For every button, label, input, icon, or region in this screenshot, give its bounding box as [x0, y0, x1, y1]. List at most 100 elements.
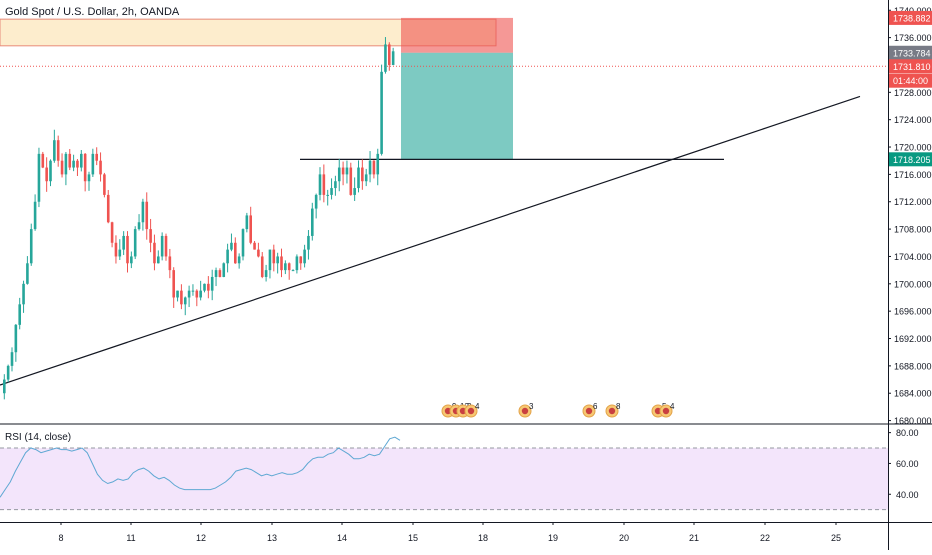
price-tick-label: 1728.000	[894, 88, 932, 98]
candle-body	[45, 167, 48, 182]
candle-body	[176, 290, 179, 298]
candle-body	[53, 140, 56, 161]
event-label: 4	[475, 402, 480, 411]
candle-body	[172, 270, 175, 298]
candle-body	[372, 160, 376, 175]
candle-body	[164, 235, 168, 257]
candle-body	[260, 256, 264, 277]
event-flag-icon-center	[459, 407, 467, 415]
price-label-text: 1731.810	[893, 62, 931, 72]
event-label: 4	[670, 402, 675, 411]
event-flag-icon-center	[662, 407, 670, 415]
candle-body	[295, 256, 299, 271]
candle-body	[83, 153, 87, 182]
candle-body	[26, 263, 29, 284]
candle-body	[341, 167, 345, 175]
time-tick-label: 13	[267, 533, 277, 543]
candle-body	[322, 174, 326, 195]
price-tick-label: 1736.000	[894, 33, 932, 43]
candle-body	[195, 290, 199, 298]
candle-body	[376, 153, 380, 175]
candle-body	[126, 235, 129, 264]
time-tick-label: 22	[760, 533, 770, 543]
ascending-trendline[interactable]	[0, 95, 861, 386]
price-tick-label: 1700.000	[894, 279, 932, 289]
candle-body	[361, 167, 364, 182]
price-tick-label: 1692.000	[894, 334, 932, 344]
candle-body	[299, 256, 303, 264]
candle-body	[264, 270, 268, 277]
rsi-line	[0, 436, 401, 498]
candle-body	[118, 249, 122, 257]
time-tick-label: 11	[126, 533, 135, 543]
event-label: 3	[529, 402, 534, 411]
candle-body	[149, 229, 152, 243]
event-marker[interactable]: 6	[582, 402, 598, 418]
candle-body	[22, 283, 25, 305]
event-flag-icon-center	[585, 407, 593, 415]
candle-body	[187, 290, 191, 298]
candle-body	[210, 276, 214, 291]
take-profit-zone[interactable]	[401, 52, 513, 160]
candle-body	[226, 249, 229, 264]
event-label: 8	[616, 402, 621, 411]
candle-body	[133, 229, 137, 257]
price-label-tag	[889, 59, 932, 74]
time-tick-label: 8	[58, 533, 63, 543]
time-tick-label: 21	[689, 533, 699, 543]
price-tick-label: 1740.000	[894, 6, 932, 16]
event-marker[interactable]: 4	[464, 402, 480, 418]
price-label-tag	[889, 152, 932, 167]
candle-body	[222, 263, 226, 277]
candle-body	[353, 188, 356, 195]
candle-body	[106, 194, 110, 223]
candle-body	[180, 290, 183, 305]
stop-loss-zone[interactable]	[401, 17, 513, 53]
time-tick-label: 12	[196, 533, 206, 543]
candle-body	[307, 235, 310, 250]
event-flag-icon-center	[521, 407, 529, 415]
candle-body	[29, 229, 33, 264]
price-label-text: 1718.205	[893, 155, 931, 165]
candle-body	[241, 229, 245, 257]
time-tick-label: 15	[408, 533, 418, 543]
event-flag-icon-center	[467, 407, 475, 415]
candle-body	[41, 153, 45, 168]
candle-body	[183, 297, 187, 305]
price-label-text: 1733.784	[893, 48, 931, 58]
candle-body	[160, 235, 164, 257]
candle-body	[68, 153, 72, 168]
candle-body	[388, 44, 391, 65]
price-label-tag	[889, 73, 932, 88]
candle-body	[91, 153, 95, 175]
candle-body	[37, 153, 41, 202]
event-flag-icon-center	[654, 407, 662, 415]
candle-body	[318, 174, 322, 195]
candle-body	[168, 256, 172, 271]
event-marker[interactable]: 8	[605, 402, 621, 418]
event-flag-icon-center	[608, 407, 616, 415]
candle-body	[291, 270, 295, 272]
price-label-text: 01:44:00	[893, 76, 928, 86]
candle-body	[326, 194, 329, 196]
rsi-label: RSI (14, close)	[5, 432, 72, 443]
price-tick-label: 1720.000	[894, 143, 932, 153]
candle-body	[230, 242, 233, 250]
candle-body	[157, 256, 160, 264]
candle-body	[99, 160, 102, 175]
candle-body	[368, 160, 372, 175]
price-tick-label: 1684.000	[894, 389, 932, 399]
event-label: 6	[593, 402, 598, 411]
candle-body	[280, 256, 283, 271]
candle-body	[268, 249, 272, 271]
candle-body	[237, 256, 241, 264]
candle-body	[249, 215, 252, 243]
candle-body	[10, 352, 14, 366]
event-flag-icon-center	[444, 407, 452, 415]
candle-body	[234, 242, 237, 264]
candle-body	[380, 71, 383, 154]
event-marker[interactable]: 3	[518, 402, 534, 418]
event-marker[interactable]: 4	[659, 402, 675, 418]
